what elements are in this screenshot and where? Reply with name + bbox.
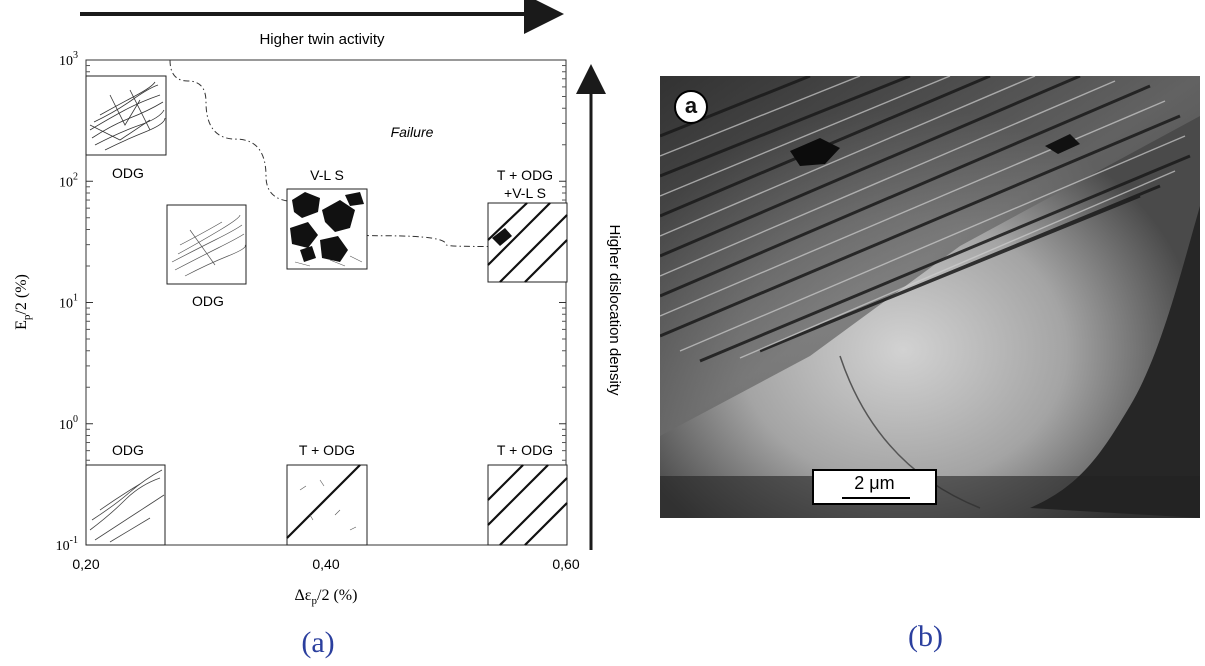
twin-activity-label: Higher twin activity xyxy=(259,31,385,48)
scale-bar-label: 2 μm xyxy=(854,473,895,493)
caption-left: (a) xyxy=(301,626,334,659)
y-tick-label: 103 xyxy=(59,50,78,69)
region-label-vls: V-L S xyxy=(310,167,344,183)
scale-bar-line xyxy=(842,497,910,499)
region-label-odg-2: ODG xyxy=(192,293,224,309)
sketch-box-odg-top-left xyxy=(85,75,167,156)
caption-right: (b) xyxy=(908,620,943,653)
y-tick-label: 10-1 xyxy=(56,535,78,554)
region-label-odg-bottom: ODG xyxy=(112,442,144,458)
sketch-box-odg-bottom xyxy=(85,464,166,546)
sketch-box-t-odg-right xyxy=(487,464,568,546)
sketch-box-odg-mid xyxy=(166,204,247,285)
region-label-odg-1: ODG xyxy=(112,165,144,181)
phase-map-chart: Higher twin activity Higher dislocation … xyxy=(13,0,623,659)
region-label-t-odg-mid: T + ODG xyxy=(299,442,355,458)
region-label-t-odg-top-2: +V-L S xyxy=(504,185,546,201)
x-tick-label: 0,60 xyxy=(552,556,579,572)
region-label-t-odg-top: T + ODG xyxy=(497,167,553,183)
sketch-box-vls xyxy=(286,188,368,270)
dislocation-density-label: Higher dislocation density xyxy=(606,225,623,396)
y-tick-label: 100 xyxy=(59,414,78,433)
y-tick-label: 101 xyxy=(59,293,78,312)
x-tick-label: 0,40 xyxy=(312,556,339,572)
sketch-box-t-odg-vls xyxy=(487,202,568,283)
panel-label-a: a xyxy=(674,90,708,124)
x-axis-label: Δεp/2 (%) xyxy=(295,587,358,607)
x-tick-label: 0,20 xyxy=(72,556,99,572)
sketch-box-t-odg-mid xyxy=(286,464,368,546)
region-label-t-odg-right: T + ODG xyxy=(497,442,553,458)
scale-bar: 2 μm xyxy=(812,469,937,505)
micrograph-image xyxy=(660,76,1200,518)
axis-ticks: 0,20 0,40 0,60 10-1 100 101 102 103 xyxy=(56,50,580,572)
failure-label: Failure xyxy=(391,124,434,140)
y-tick-label: 102 xyxy=(59,171,78,190)
y-axis-label: Ep/2 (%) xyxy=(13,274,33,330)
tem-micrograph: a xyxy=(660,76,1200,518)
